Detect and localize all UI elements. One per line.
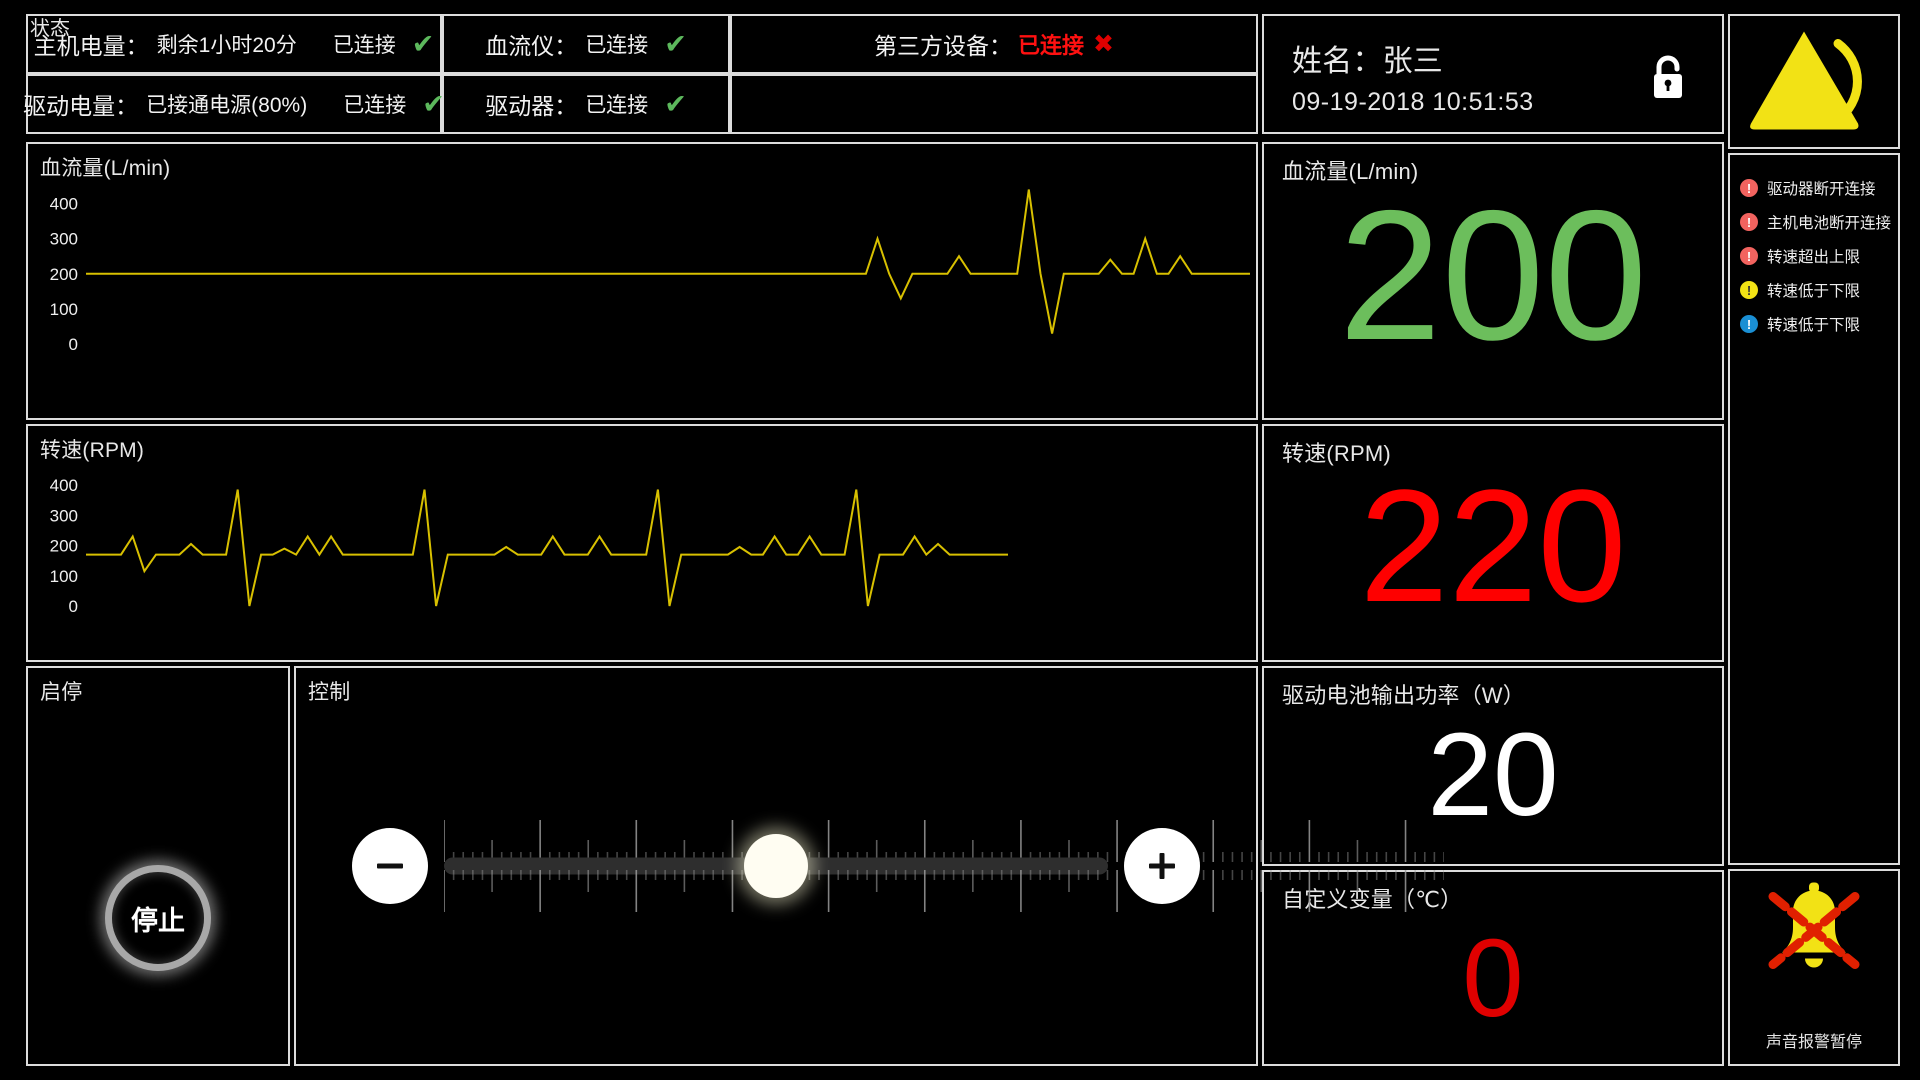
drive-battery-label: 驱动电量： [23,93,139,119]
slider-ruler-top [444,814,1444,862]
alert-dot-icon: ! [1740,179,1758,197]
rpm-readout-value: 220 [1359,456,1627,635]
patient-datetime: 09-19-2018 10:51:53 [1292,88,1534,116]
warning-triangle-icon [1746,23,1882,140]
custom-variable-title: 自定义变量（℃） [1282,887,1463,912]
third-party-device-value: 已连接 [1018,33,1085,58]
alarm-text: 转速超出上限 [1767,249,1861,266]
alarm-text: 主机电池断开连接 [1767,215,1892,232]
host-battery-label: 主机电量： [33,33,149,59]
patient-name-value: 张三 [1382,45,1444,78]
svg-text:0: 0 [69,597,78,616]
audio-alarm-pause-button[interactable]: 声音报警暂停 [1728,869,1900,1066]
custom-variable-value: 0 [1462,917,1524,1040]
driver-label: 驱动器： [485,93,578,119]
blood-flow-meter-value: 已连接 [585,34,649,57]
host-battery-conn: 已连接 [332,34,396,57]
status-section-title: 状态 [30,18,70,40]
alert-dot-icon: ! [1740,315,1758,333]
speed-slider[interactable] [444,801,1108,931]
list-item[interactable]: ! 转速超出上限 [1730,239,1898,273]
blood-flow-meter-label: 血流仪： [485,33,578,59]
slider-ruler-bottom [444,870,1444,918]
list-item[interactable]: ! 驱动器断开连接 [1730,171,1898,205]
list-item[interactable]: ! 主机电池断开连接 [1730,205,1898,239]
check-icon: ✔ [664,28,687,59]
alert-dot-icon: ! [1740,247,1758,265]
start-stop-title: 启停 [40,681,83,704]
svg-text:300: 300 [50,230,78,249]
check-icon: ✔ [411,28,435,59]
blood-flow-readout-value: 200 [1338,173,1648,379]
start-stop-panel: 启停 停止 [26,666,290,1066]
driver-value: 已连接 [585,94,649,117]
alarm-text: 转速低于下限 [1767,283,1861,300]
blood-flow-readout-panel: 血流量(L/min) 200 [1262,142,1724,420]
svg-text:100: 100 [50,300,78,319]
patient-info-panel: 姓名：张三 09-19-2018 10:51:53 [1262,14,1724,134]
drive-battery-power-title: 驱动电池输出功率（W） [1282,683,1525,708]
drive-battery-conn: 已连接 [343,94,407,117]
svg-text:200: 200 [50,265,78,284]
stop-button-label: 停止 [131,905,185,936]
status-cell-drive-battery[interactable]: 驱动电量： 已接通电源(80%) 已连接 ✔ [23,74,445,134]
decrease-button[interactable] [352,828,428,904]
check-icon: ✔ [664,88,687,119]
control-panel: 控制 [294,666,1258,1066]
svg-text:400: 400 [50,195,78,214]
blood-flow-readout-title: 血流量(L/min) [1282,159,1419,184]
third-party-device-label: 第三方设备： [874,33,1013,59]
alarm-header-panel[interactable] [1728,14,1900,149]
rpm-waveform-panel: 转速(RPM) 0 100 200 300 400 [26,424,1258,662]
bell-muted-icon [1755,877,1873,994]
status-cell-empty [730,74,1258,134]
alarm-text: 转速低于下限 [1767,317,1861,334]
plus-icon [1149,853,1175,879]
svg-text:200: 200 [50,537,78,556]
svg-text:400: 400 [50,476,78,495]
alarm-text: 驱动器断开连接 [1767,181,1876,198]
stop-button[interactable]: 停止 [105,865,211,971]
rpm-axis-labels: 0 100 200 300 400 [50,476,78,616]
svg-text:300: 300 [50,506,78,525]
svg-text:0: 0 [69,335,78,354]
rpm-waveform-plot [28,426,1256,660]
patient-name-label: 姓名： [1292,45,1383,78]
status-cell-host-battery[interactable]: 主机电量： 剩余1小时20分 已连接 ✔ [26,14,442,74]
rpm-readout-title: 转速(RPM) [1282,441,1391,466]
status-cell-third-party-device[interactable]: 第三方设备： 已连接 ✖ [730,14,1258,74]
svg-text:100: 100 [50,567,78,586]
check-icon: ✔ [422,88,445,119]
blood-flow-axis-labels: 0 100 200 300 400 [50,195,78,354]
blood-flow-waveform-panel: 血流量(L/min) 0 100 200 300 400 [26,142,1258,420]
audio-alarm-pause-label: 声音报警暂停 [1765,1034,1862,1051]
status-cell-driver[interactable]: 驱动器： 已连接 ✔ [442,74,730,134]
blood-flow-waveform-plot [28,144,1256,418]
increase-button[interactable] [1124,828,1200,904]
drive-battery-power-panel: 驱动电池输出功率（W） 20 [1262,666,1724,866]
unlocked-padlock-icon[interactable] [1648,54,1688,107]
slider-knob[interactable] [744,834,808,898]
alert-dot-icon: ! [1740,281,1758,299]
alarm-list: ! 驱动器断开连接 ! 主机电池断开连接 ! 转速超出上限 ! 转速低于下限 !… [1728,153,1900,865]
rpm-waveform-title: 转速(RPM) [40,439,145,462]
blood-flow-waveform-title: 血流量(L/min) [40,157,171,180]
drive-battery-power-value: 20 [1427,709,1559,841]
cross-icon: ✖ [1093,29,1114,58]
drive-battery-value: 已接通电源(80%) [146,94,308,117]
host-battery-value: 剩余1小时20分 [156,34,297,57]
rpm-readout-panel: 转速(RPM) 220 [1262,424,1724,662]
list-item[interactable]: ! 转速低于下限 [1730,307,1898,341]
list-item[interactable]: ! 转速低于下限 [1730,273,1898,307]
minus-icon [377,863,403,869]
control-title: 控制 [308,681,351,704]
status-cell-blood-flow-meter[interactable]: 血流仪： 已连接 ✔ [442,14,730,74]
patient-name: 姓名：张三 [1292,36,1443,80]
custom-variable-panel: 自定义变量（℃） 0 [1262,870,1724,1066]
alert-dot-icon: ! [1740,213,1758,231]
